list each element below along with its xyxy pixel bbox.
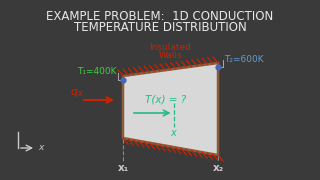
Text: x₁: x₁: [117, 163, 129, 173]
Text: T₂=600K: T₂=600K: [224, 55, 264, 64]
Polygon shape: [123, 63, 218, 155]
Text: x: x: [38, 143, 44, 152]
Text: Insulated: Insulated: [149, 44, 191, 53]
Text: T(x) = ?: T(x) = ?: [145, 94, 186, 104]
Text: TEMPERATURE DISTRIBUTION: TEMPERATURE DISTRIBUTION: [74, 21, 246, 34]
Text: x₂: x₂: [212, 163, 224, 173]
Text: Walls: Walls: [159, 51, 182, 60]
Text: EXAMPLE PROBLEM:  1D CONDUCTION: EXAMPLE PROBLEM: 1D CONDUCTION: [46, 10, 274, 23]
Text: x: x: [171, 128, 176, 138]
Text: $q_x$: $q_x$: [70, 87, 84, 99]
Text: T₁=400K: T₁=400K: [77, 68, 117, 76]
